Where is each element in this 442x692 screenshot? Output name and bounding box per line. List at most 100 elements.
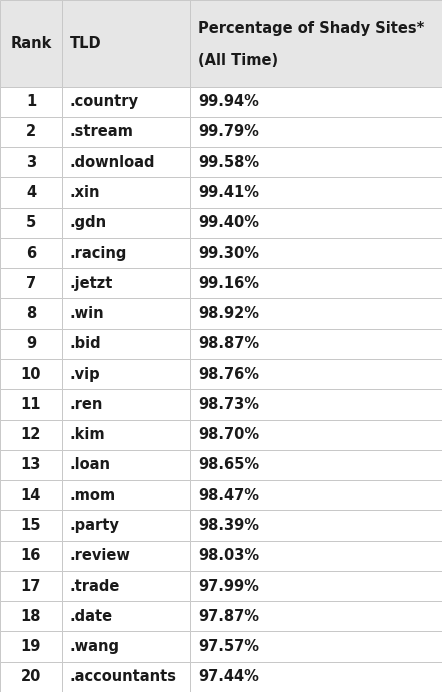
Text: .party: .party (70, 518, 120, 533)
Bar (0, 329, 62, 359)
Bar (62, 662, 190, 692)
Bar (190, 268, 442, 298)
Text: 13: 13 (21, 457, 41, 473)
Text: 11: 11 (21, 397, 41, 412)
Bar (190, 238, 442, 268)
Text: 8: 8 (26, 306, 36, 321)
Text: TLD: TLD (70, 36, 102, 51)
Bar (0, 631, 62, 662)
Text: 5: 5 (26, 215, 36, 230)
Bar (0, 419, 62, 450)
Bar (0, 359, 62, 389)
Bar (62, 389, 190, 419)
Bar (62, 117, 190, 147)
Bar (190, 571, 442, 601)
Text: .bid: .bid (70, 336, 102, 352)
Bar (190, 208, 442, 238)
Bar (0, 389, 62, 419)
Text: 19: 19 (21, 639, 41, 654)
Bar (0, 601, 62, 631)
Text: .gdn: .gdn (70, 215, 107, 230)
Text: 99.40%: 99.40% (198, 215, 259, 230)
Text: 99.58%: 99.58% (198, 155, 259, 170)
Text: 10: 10 (21, 367, 41, 381)
Bar (0, 480, 62, 511)
Text: 97.99%: 97.99% (198, 579, 259, 594)
Text: 7: 7 (26, 276, 36, 291)
Bar (62, 480, 190, 511)
Bar (62, 147, 190, 177)
Text: 99.30%: 99.30% (198, 246, 259, 260)
Bar (0, 571, 62, 601)
Text: 15: 15 (21, 518, 41, 533)
Text: .racing: .racing (70, 246, 127, 260)
Text: 98.65%: 98.65% (198, 457, 259, 473)
Text: 98.76%: 98.76% (198, 367, 259, 381)
Text: .xin: .xin (70, 185, 100, 200)
Bar (0, 268, 62, 298)
Text: 98.70%: 98.70% (198, 427, 259, 442)
Text: Rank: Rank (10, 36, 52, 51)
Text: 97.57%: 97.57% (198, 639, 259, 654)
Text: 2: 2 (26, 125, 36, 139)
Bar (190, 631, 442, 662)
Bar (190, 0, 442, 86)
Bar (62, 540, 190, 571)
Text: .accountants: .accountants (70, 669, 177, 684)
Bar (190, 298, 442, 329)
Bar (0, 0, 62, 86)
Bar (190, 450, 442, 480)
Bar (0, 177, 62, 208)
Text: 97.87%: 97.87% (198, 609, 259, 623)
Bar (0, 298, 62, 329)
Bar (62, 86, 190, 117)
Bar (0, 147, 62, 177)
Bar (190, 419, 442, 450)
Text: .mom: .mom (70, 488, 116, 502)
Bar (62, 268, 190, 298)
Text: 98.03%: 98.03% (198, 548, 259, 563)
Text: .review: .review (70, 548, 131, 563)
Text: .win: .win (70, 306, 104, 321)
Bar (62, 208, 190, 238)
Bar (62, 0, 190, 86)
Text: 6: 6 (26, 246, 36, 260)
Text: 1: 1 (26, 94, 36, 109)
Text: 97.44%: 97.44% (198, 669, 259, 684)
Text: 12: 12 (21, 427, 41, 442)
Bar (62, 298, 190, 329)
Bar (0, 117, 62, 147)
Bar (190, 662, 442, 692)
Text: 17: 17 (21, 579, 41, 594)
Text: .stream: .stream (70, 125, 134, 139)
Bar (62, 329, 190, 359)
Text: .date: .date (70, 609, 113, 623)
Bar (0, 238, 62, 268)
Text: 20: 20 (21, 669, 41, 684)
Text: 99.16%: 99.16% (198, 276, 259, 291)
Bar (62, 601, 190, 631)
Bar (0, 208, 62, 238)
Bar (190, 359, 442, 389)
Bar (190, 540, 442, 571)
Bar (190, 480, 442, 511)
Text: 18: 18 (21, 609, 41, 623)
Text: .jetzt: .jetzt (70, 276, 113, 291)
Text: .trade: .trade (70, 579, 120, 594)
Text: 98.73%: 98.73% (198, 397, 259, 412)
Bar (0, 450, 62, 480)
Bar (190, 329, 442, 359)
Bar (190, 389, 442, 419)
Text: 3: 3 (26, 155, 36, 170)
Text: 14: 14 (21, 488, 41, 502)
Text: 98.87%: 98.87% (198, 336, 259, 352)
Bar (62, 571, 190, 601)
Bar (0, 662, 62, 692)
Text: (All Time): (All Time) (198, 53, 278, 68)
Text: Percentage of Shady Sites*: Percentage of Shady Sites* (198, 21, 424, 36)
Text: 4: 4 (26, 185, 36, 200)
Bar (190, 601, 442, 631)
Bar (190, 117, 442, 147)
Text: 16: 16 (21, 548, 41, 563)
Text: 99.41%: 99.41% (198, 185, 259, 200)
